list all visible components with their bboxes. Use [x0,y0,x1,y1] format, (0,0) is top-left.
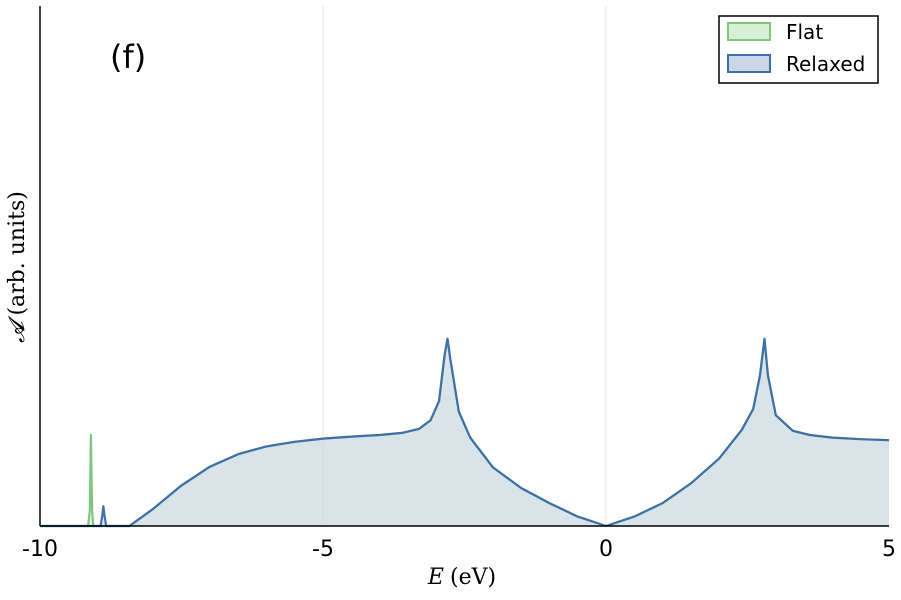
x-tick-label: -10 [22,537,58,562]
legend-swatch-flat [727,22,771,41]
y-axis-label: 𝓐(arb. units) [5,191,30,343]
legend-swatch-relaxed [727,54,771,73]
y-axis-unit: (arb. units) [5,191,30,315]
panel-label: (f) [110,38,146,76]
x-tick-label: 0 [599,537,613,562]
area-fills [40,338,889,526]
x-axis-symbol: E [427,565,444,590]
legend-label-relaxed: Relaxed [786,52,865,76]
x-axis-unit: (eV) [450,565,496,590]
y-axis-symbol: 𝓐 [5,315,30,343]
legend-label-flat: Flat [786,20,823,44]
x-tick-label: -5 [312,537,334,562]
series-lines [40,337,890,528]
x-axis-ticks: -10 -5 0 5 [22,537,896,562]
area-fill-relaxed [40,338,889,526]
series-line-relaxed [40,337,890,528]
legend: Flat Relaxed [718,15,879,84]
x-axis-label: E (eV) [427,565,496,590]
x-tick-label: 5 [882,537,896,562]
